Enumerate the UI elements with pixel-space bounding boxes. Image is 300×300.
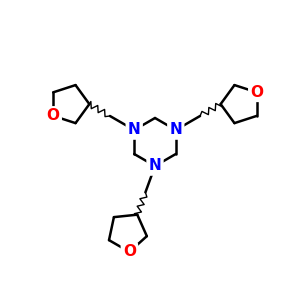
Text: N: N (169, 122, 182, 137)
Text: O: O (47, 108, 60, 123)
Text: O: O (123, 244, 136, 260)
Text: N: N (128, 122, 141, 137)
Text: O: O (250, 85, 263, 100)
Text: N: N (148, 158, 161, 173)
